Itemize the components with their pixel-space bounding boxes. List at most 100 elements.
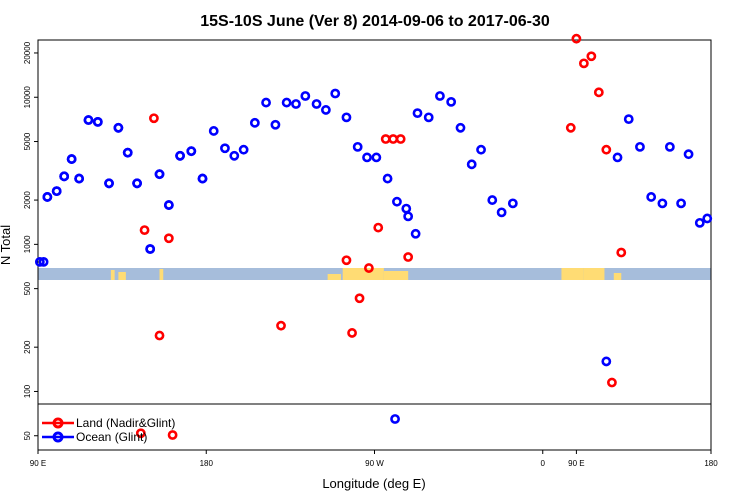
- legend: Land (Nadir&Glint) Ocean (Glint): [42, 416, 175, 444]
- land-point: [565, 122, 576, 133]
- ocean-point: [208, 126, 219, 136]
- ocean-point: [403, 211, 414, 222]
- map-land-patch: [583, 268, 605, 280]
- ocean-point: [382, 173, 393, 184]
- ocean-point: [390, 414, 400, 424]
- map-land-patch: [342, 268, 384, 280]
- y-tick-label: 200: [23, 340, 32, 354]
- legend-land-marker: [52, 417, 64, 429]
- land-point: [347, 328, 357, 338]
- ocean-point: [249, 117, 260, 128]
- land-point: [601, 144, 612, 155]
- land-point: [373, 222, 384, 233]
- ocean-point: [371, 152, 382, 163]
- y-axis: 50 100 200 500 1000 2000 5000 10000 20000: [23, 41, 38, 440]
- ocean-point: [646, 192, 657, 202]
- ocean-point: [435, 91, 445, 101]
- ocean-point: [496, 207, 507, 218]
- x-tick-label: 90 W: [365, 459, 384, 468]
- ocean-point: [220, 143, 230, 154]
- x-tick-label: 0: [541, 459, 546, 468]
- ocean-point: [320, 105, 331, 115]
- land-point: [586, 51, 597, 62]
- ocean-point: [163, 200, 174, 210]
- land-point: [388, 134, 399, 144]
- legend-item-ocean: Ocean (Glint): [42, 430, 147, 444]
- y-tick-label: 2000: [23, 191, 32, 209]
- ocean-point: [623, 114, 634, 125]
- ocean-point: [341, 112, 352, 123]
- ocean-point: [145, 244, 156, 254]
- map-land-patch: [613, 273, 622, 280]
- ocean-point: [455, 122, 466, 133]
- ocean-point: [113, 122, 124, 133]
- map-land-patch: [118, 272, 126, 280]
- ocean-point: [446, 96, 457, 107]
- ocean-point: [122, 147, 133, 158]
- ocean-point: [281, 97, 292, 108]
- land-point: [403, 252, 414, 262]
- land-point: [607, 377, 617, 388]
- y-tick-label: 100: [23, 384, 32, 398]
- x-axis-label: Longitude (deg E): [322, 476, 425, 491]
- ocean-point: [104, 178, 114, 189]
- ocean-point: [51, 186, 62, 197]
- map-strip: [38, 268, 711, 280]
- map-land-patch: [383, 271, 409, 280]
- ocean-point: [694, 217, 705, 228]
- ocean-point: [487, 195, 498, 205]
- ocean-point: [34, 256, 45, 267]
- y-tick-label: 10000: [23, 86, 32, 109]
- y-tick-label: 500: [23, 281, 32, 295]
- ocean-point: [186, 146, 197, 157]
- land-point: [341, 255, 352, 266]
- ocean-point: [238, 144, 249, 155]
- land-point: [276, 320, 286, 331]
- land-point: [154, 330, 165, 341]
- ocean-point: [401, 203, 412, 214]
- ocean-point: [291, 99, 301, 109]
- data-points: [34, 33, 713, 440]
- ocean-point: [507, 198, 518, 209]
- ocean-point: [132, 178, 142, 189]
- x-axis: 90 E 180 90 W 0 90 E 180: [30, 450, 718, 468]
- ocean-point: [683, 149, 694, 160]
- land-point: [593, 87, 604, 98]
- land-point: [139, 225, 150, 235]
- map-land-patch: [327, 274, 341, 280]
- land-point: [578, 58, 589, 69]
- ocean-point: [92, 116, 103, 127]
- legend-ocean-marker: [52, 431, 64, 443]
- land-point: [163, 233, 174, 244]
- legend-land-label: Land (Nadir&Glint): [76, 416, 175, 430]
- ocean-point: [154, 169, 165, 180]
- y-tick-label: 50: [23, 431, 32, 440]
- ocean-point: [664, 141, 675, 152]
- ocean-point: [612, 152, 623, 163]
- y-tick-label: 5000: [23, 132, 32, 150]
- ocean-point: [38, 256, 49, 267]
- ocean-point: [410, 228, 421, 239]
- ocean-point: [466, 159, 477, 170]
- land-point: [354, 293, 365, 304]
- ocean-point: [42, 192, 53, 202]
- legend-item-land: Land (Nadir&Glint): [42, 416, 175, 430]
- plot-frame: [37, 39, 712, 451]
- land-point: [363, 263, 374, 273]
- ocean-point: [476, 144, 486, 155]
- ocean-point: [197, 173, 208, 184]
- ocean-point: [362, 152, 372, 163]
- ocean-point: [74, 173, 85, 184]
- land-point: [380, 134, 391, 144]
- ocean-point: [311, 99, 322, 109]
- land-point: [135, 428, 146, 439]
- ocean-point: [261, 97, 271, 108]
- map-land-patch: [159, 269, 164, 280]
- x-tick-label: 90 E: [30, 459, 46, 468]
- ocean-point: [175, 150, 185, 161]
- ocean-point: [59, 171, 70, 182]
- land-point: [149, 113, 159, 124]
- ocean-point: [601, 356, 612, 367]
- x-tick-label: 90 E: [568, 459, 584, 468]
